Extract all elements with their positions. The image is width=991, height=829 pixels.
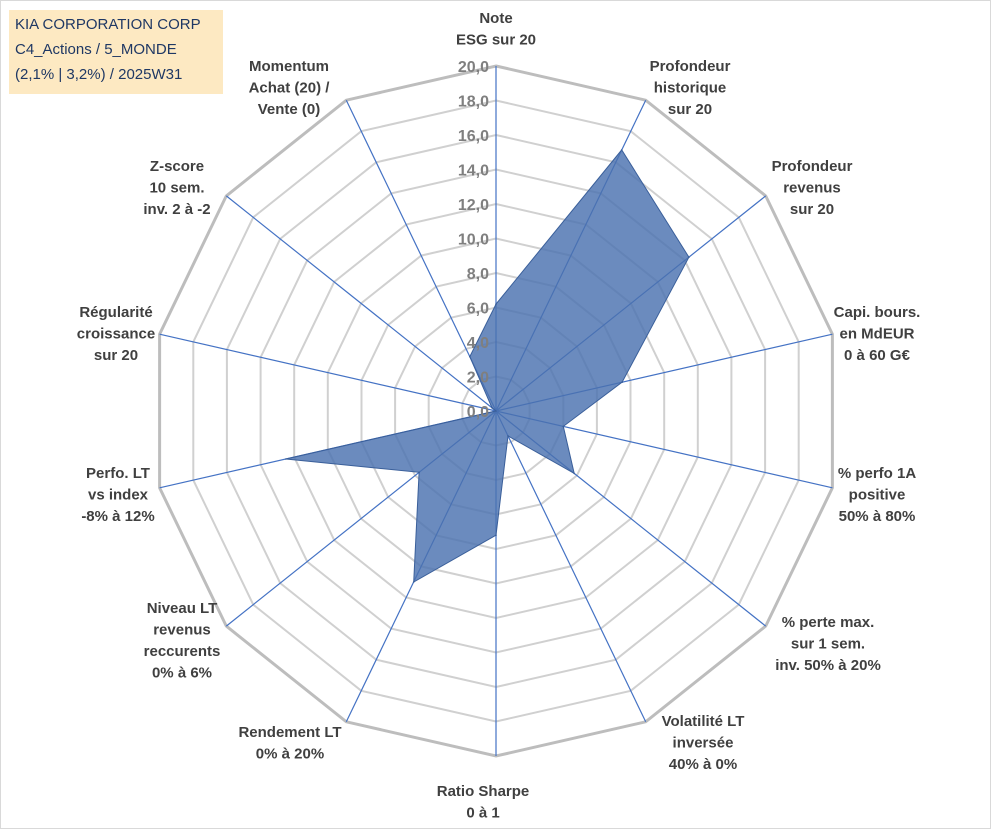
axis-label-13: Momentum Achat (20) / Vente (0) xyxy=(249,58,331,118)
tick-label-10: 10,0 xyxy=(458,232,489,249)
data-point-11 xyxy=(495,410,497,412)
data-point-13 xyxy=(469,355,471,358)
tick-label-18: 18,0 xyxy=(458,94,489,111)
data-point-0 xyxy=(495,303,497,305)
tick-label-20: 20,0 xyxy=(458,59,489,76)
tick-label-4: 4,0 xyxy=(467,335,489,352)
data-point-10 xyxy=(285,458,287,460)
tick-label-2: 2,0 xyxy=(467,370,489,387)
radial-tick-labels: 0,0 2,0 4,0 6,0 8,0 10,0 12,0 14,0 16,0 18,0 20,0 xyxy=(458,59,489,421)
data-point-7 xyxy=(495,534,497,536)
tick-label-8: 8,0 xyxy=(467,266,489,283)
axis-label-2: Profondeur revenus sur 20 xyxy=(772,158,853,218)
portfolio-category: C4_Actions / 5_MONDE xyxy=(15,41,177,58)
spoke-6 xyxy=(495,410,647,723)
axis-label-12: Z-score 10 sem. inv. 2 à -2 xyxy=(143,158,210,218)
axis-label-3: Capi. bours. en MdEUR 0 à 60 G€ xyxy=(834,304,921,364)
spoke-11 xyxy=(159,333,497,412)
tick-label-0: 0,0 xyxy=(467,404,489,421)
security-info-box: KIA CORPORATION CORP C4_Actions / 5_MOND… xyxy=(9,10,223,94)
company-name: KIA CORPORATION CORP xyxy=(15,16,201,33)
axis-label-5: % perte max. sur 1 sem. inv. 50% à 20% xyxy=(775,614,881,674)
data-point-12 xyxy=(491,407,493,409)
axis-label-11: Régularité croissance sur 20 xyxy=(77,304,155,364)
axis-label-6: Volatilité LT inversée 40% à 0% xyxy=(662,713,745,773)
axis-label-1: Profondeur historique sur 20 xyxy=(650,58,731,118)
tick-label-6: 6,0 xyxy=(467,301,489,318)
data-point-6 xyxy=(507,435,509,437)
yield-and-week: (2,1% | 3,2%) / 2025W31 xyxy=(15,66,183,83)
axis-label-4: % perfo 1A positive 50% à 80% xyxy=(838,465,917,525)
data-point-4 xyxy=(562,425,565,428)
tick-label-16: 16,0 xyxy=(458,128,489,145)
data-point-1 xyxy=(620,149,623,151)
spoke-12 xyxy=(225,195,497,412)
data-point-8 xyxy=(412,581,415,583)
axis-label-7: Ratio Sharpe 0 à 1 xyxy=(437,783,530,822)
axis-label-9: Niveau LT revenus reccurents 0% à 6% xyxy=(144,600,221,682)
radar-series xyxy=(285,149,690,583)
axis-labels: Note ESG sur 20 Profondeur historique sur 20… xyxy=(77,10,921,822)
data-point-2 xyxy=(688,256,690,259)
data-point-3 xyxy=(621,381,623,384)
axis-label-10: Perfo. LT vs index -8% à 12% xyxy=(81,465,154,525)
tick-label-12: 12,0 xyxy=(458,197,489,214)
tick-label-14: 14,0 xyxy=(458,163,489,180)
axis-label-0: Note ESG sur 20 xyxy=(456,10,536,49)
data-point-9 xyxy=(418,471,420,474)
data-point-5 xyxy=(573,472,575,475)
axis-label-8: Rendement LT 0% à 20% xyxy=(238,724,341,763)
